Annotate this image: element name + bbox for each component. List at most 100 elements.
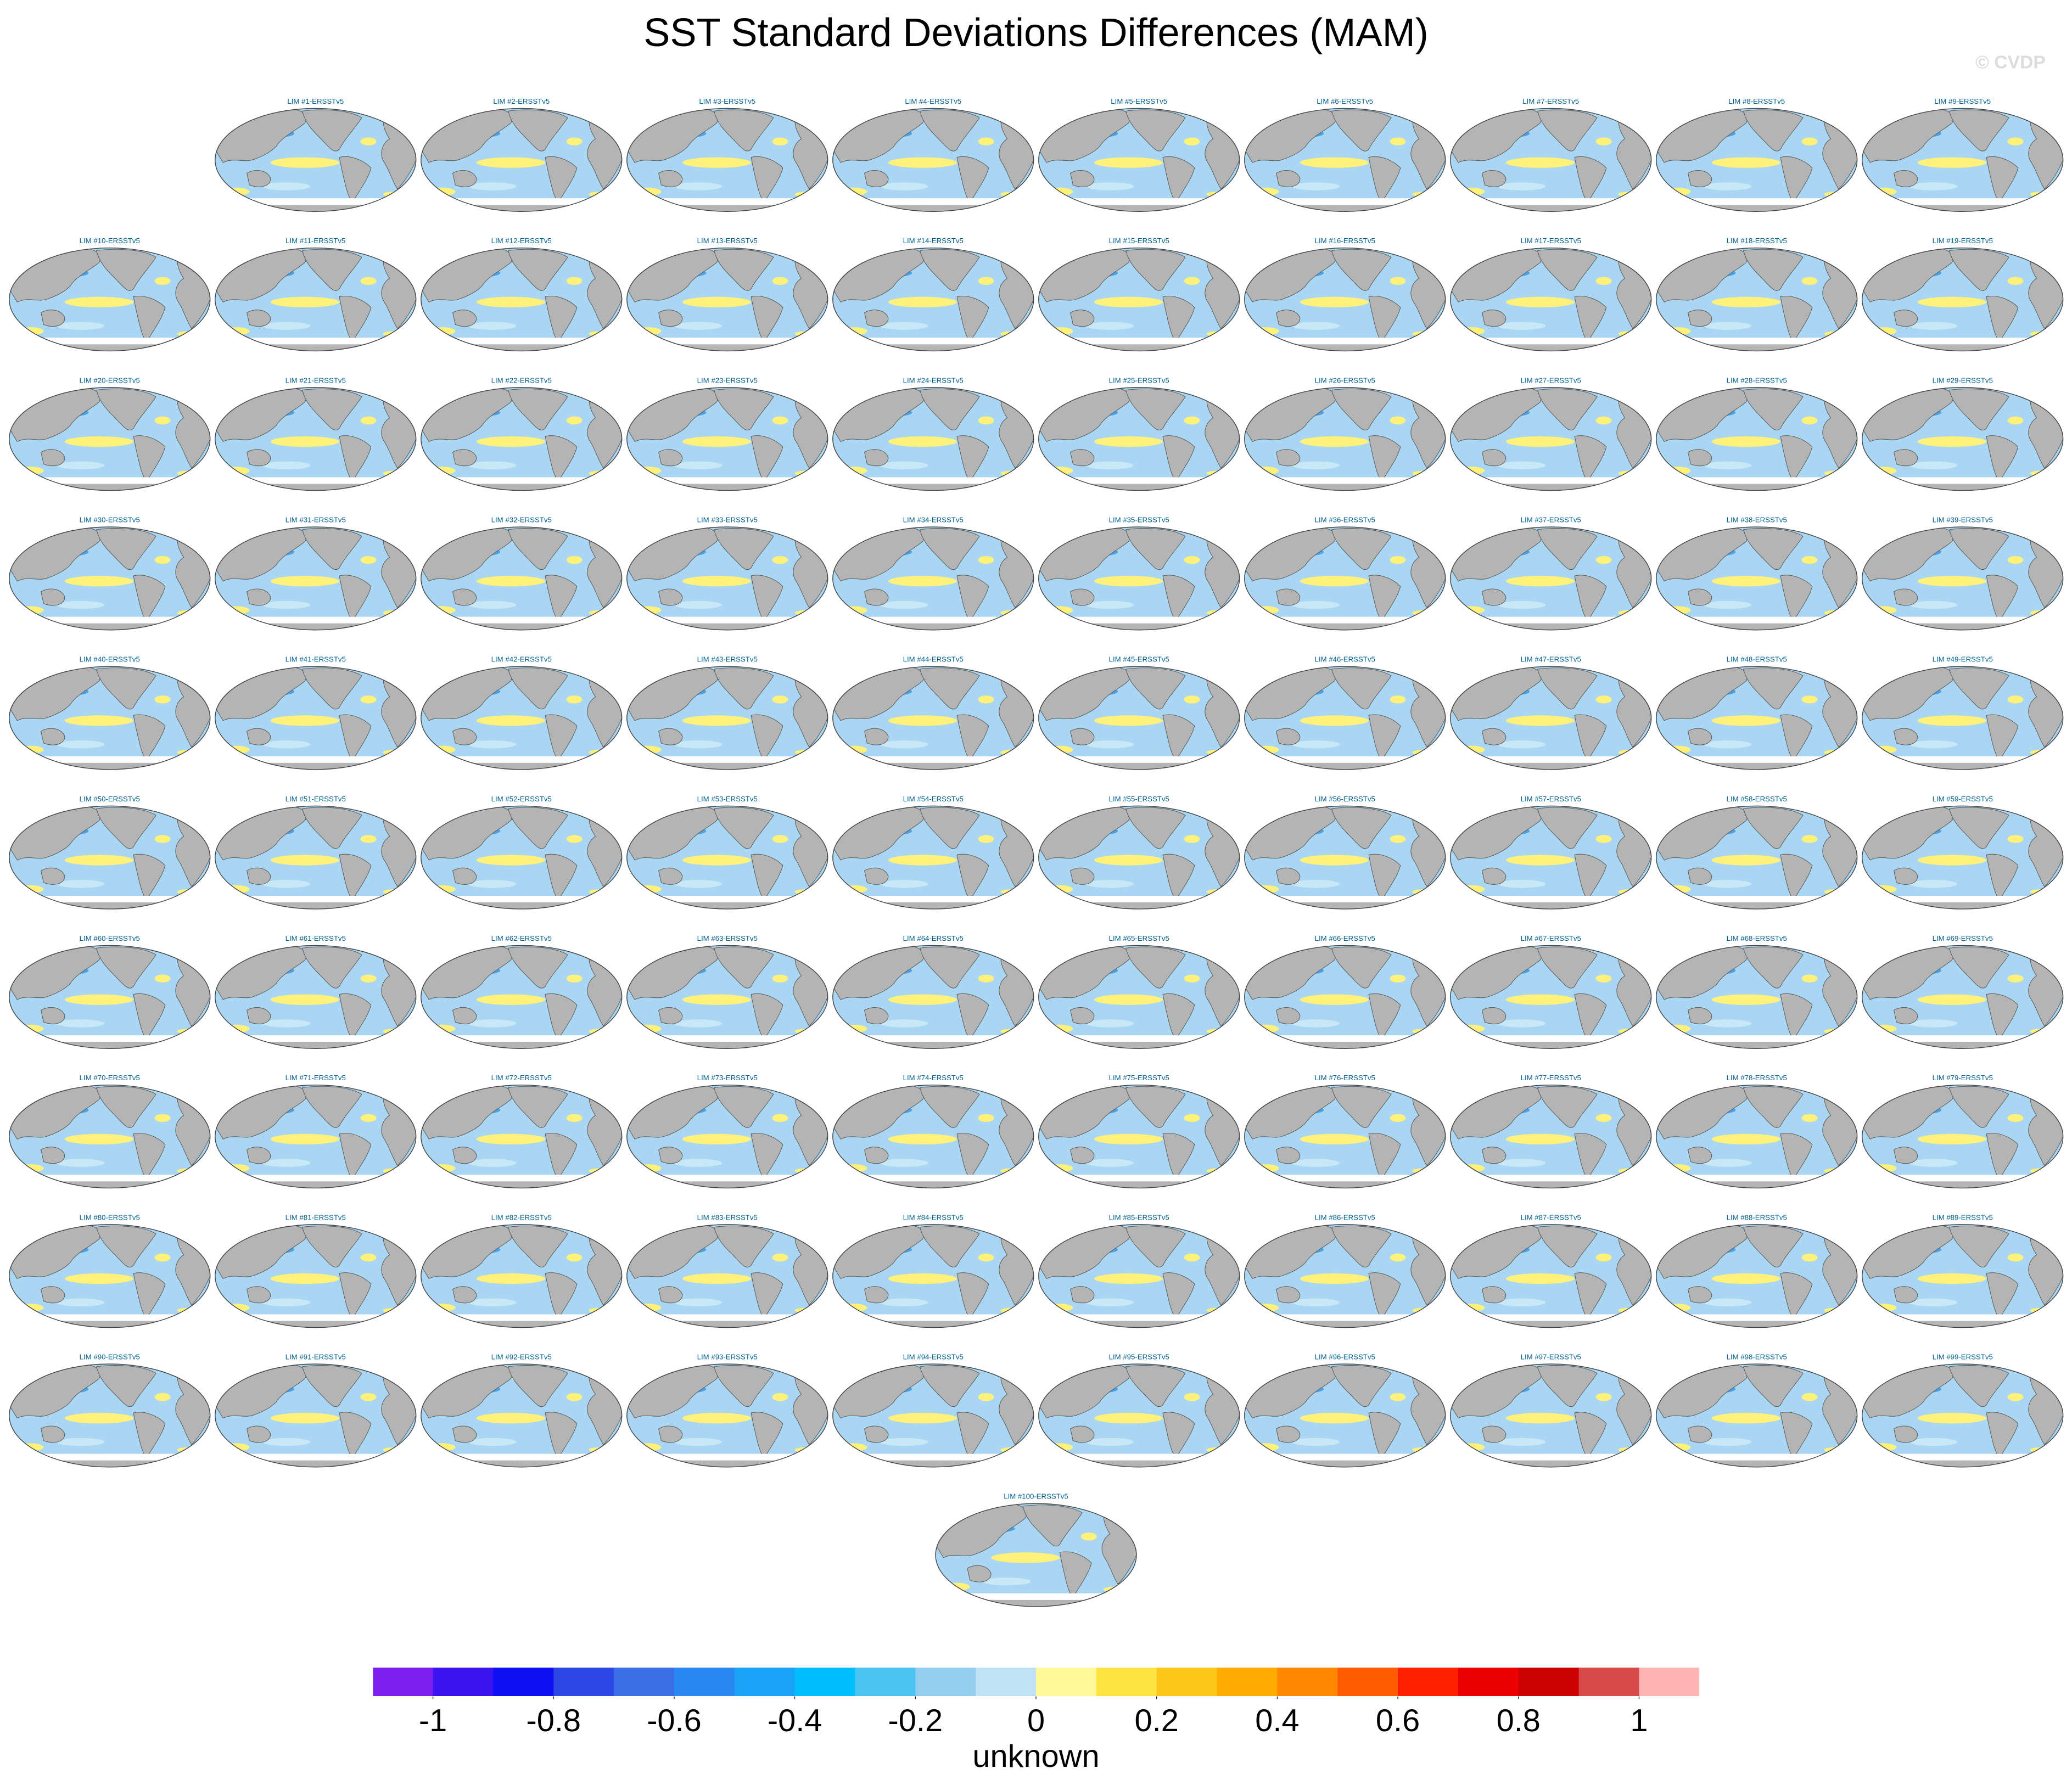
map-panel: LIM #95-ERSSTv5 [1037,1352,1241,1468]
panel-title: LIM #69-ERSSTv5 [1933,934,1993,942]
map-panel: LIM #76-ERSSTv5 [1243,1074,1447,1189]
panel-title: LIM #84-ERSSTv5 [903,1213,964,1221]
map-panel: LIM #65-ERSSTv5 [1037,934,1241,1050]
map [1037,944,1241,1050]
colorbar-box [794,1667,856,1697]
colorbar-tick-label: 0.4 [1255,1703,1299,1738]
panel-title: LIM #95-ERSSTv5 [1109,1352,1169,1361]
map [214,386,417,492]
panel-title: LIM #97-ERSSTv5 [1521,1352,1581,1361]
panel-title: LIM #16-ERSSTv5 [1315,237,1375,245]
map-panel: LIM #61-ERSSTv5 [214,934,417,1050]
map-panel: LIM #72-ERSSTv5 [419,1074,623,1189]
map-panel: LIM #54-ERSSTv5 [831,795,1035,911]
map [625,1223,829,1329]
map-panel: LIM #71-ERSSTv5 [214,1074,417,1189]
panel-title: LIM #74-ERSSTv5 [903,1074,964,1082]
panel-title: LIM #82-ERSSTv5 [491,1213,552,1221]
colorbar-tick-label: 0 [1027,1703,1045,1738]
panel-title: LIM #44-ERSSTv5 [903,655,964,664]
map [419,665,623,771]
map [625,1084,829,1189]
colorbar-box [1096,1667,1157,1697]
panel-title: LIM #93-ERSSTv5 [697,1352,758,1361]
panel-title: LIM #78-ERSSTv5 [1727,1074,1787,1082]
map-panel: LIM #69-ERSSTv5 [1861,934,2064,1050]
map [1449,1084,1653,1189]
map [1655,805,1858,911]
map [831,944,1035,1050]
map [1037,1223,1241,1329]
map [214,1223,417,1329]
map [1449,246,1653,352]
colorbar-box [1458,1667,1519,1697]
panel-title: LIM #13-ERSSTv5 [697,237,758,245]
map-panel: LIM #44-ERSSTv5 [831,655,1035,771]
panel-title: LIM #88-ERSSTv5 [1727,1213,1787,1221]
map [1655,246,1858,352]
map-panel: LIM #41-ERSSTv5 [214,655,417,771]
map-panel: LIM #12-ERSSTv5 [419,237,623,352]
map-panel: LIM #10-ERSSTv5 [8,237,211,352]
map [625,526,829,632]
map [1037,386,1241,492]
map-panel: LIM #99-ERSSTv5 [1861,1352,2064,1468]
map [8,805,211,911]
panel-title: LIM #61-ERSSTv5 [285,934,346,942]
colorbar-box [433,1667,494,1697]
map [831,1084,1035,1189]
map-panel: LIM #74-ERSSTv5 [831,1074,1035,1189]
map [625,805,829,911]
map [1861,944,2064,1050]
panel-title: LIM #73-ERSSTv5 [697,1074,758,1082]
map-panel: LIM #94-ERSSTv5 [831,1352,1035,1468]
map-panel: LIM #53-ERSSTv5 [625,795,829,911]
map [419,1084,623,1189]
panel-title: LIM #85-ERSSTv5 [1109,1213,1169,1221]
panel-title: LIM #7-ERSSTv5 [1522,97,1579,105]
map [214,805,417,911]
colorbar-tick-label: -0.4 [768,1703,822,1738]
map-panel: LIM #50-ERSSTv5 [8,795,211,911]
map [419,246,623,352]
map-panel: LIM #82-ERSSTv5 [419,1213,623,1329]
map [1861,246,2064,352]
panel-title: LIM #55-ERSSTv5 [1109,795,1169,803]
map [8,386,211,492]
map [1861,805,2064,911]
colorbar-box [1156,1667,1218,1697]
colorbar-tick-label: 1 [1630,1703,1648,1738]
colorbar-box [1518,1667,1580,1697]
panel-title: LIM #68-ERSSTv5 [1727,934,1787,942]
map-panel: LIM #5-ERSSTv5 [1037,97,1241,213]
map [1243,1084,1447,1189]
panel-title: LIM #87-ERSSTv5 [1521,1213,1581,1221]
panel-title: LIM #96-ERSSTv5 [1315,1352,1375,1361]
map [214,107,417,213]
map-panel: LIM #96-ERSSTv5 [1243,1352,1447,1468]
panel-title: LIM #72-ERSSTv5 [491,1074,552,1082]
map [8,665,211,771]
map [419,944,623,1050]
panel-title: LIM #52-ERSSTv5 [491,795,552,803]
map [1449,386,1653,492]
map [1037,1363,1241,1469]
map [934,1502,1138,1608]
map [1037,665,1241,771]
map [1037,526,1241,632]
map [831,1223,1035,1329]
panel-title: LIM #98-ERSSTv5 [1727,1352,1787,1361]
panel-title: LIM #9-ERSSTv5 [1934,97,1991,105]
map [1037,805,1241,911]
map [1861,1363,2064,1469]
panel-title: LIM #20-ERSSTv5 [80,376,140,384]
map-panel: LIM #92-ERSSTv5 [419,1352,623,1468]
panel-title: LIM #12-ERSSTv5 [491,237,552,245]
colorbar-box [674,1667,735,1697]
map-panel: LIM #15-ERSSTv5 [1037,237,1241,352]
panel-title: LIM #100-ERSSTv5 [1004,1492,1068,1501]
map-panel: LIM #35-ERSSTv5 [1037,515,1241,631]
map-panel: LIM #67-ERSSTv5 [1449,934,1653,1050]
map [1243,1223,1447,1329]
